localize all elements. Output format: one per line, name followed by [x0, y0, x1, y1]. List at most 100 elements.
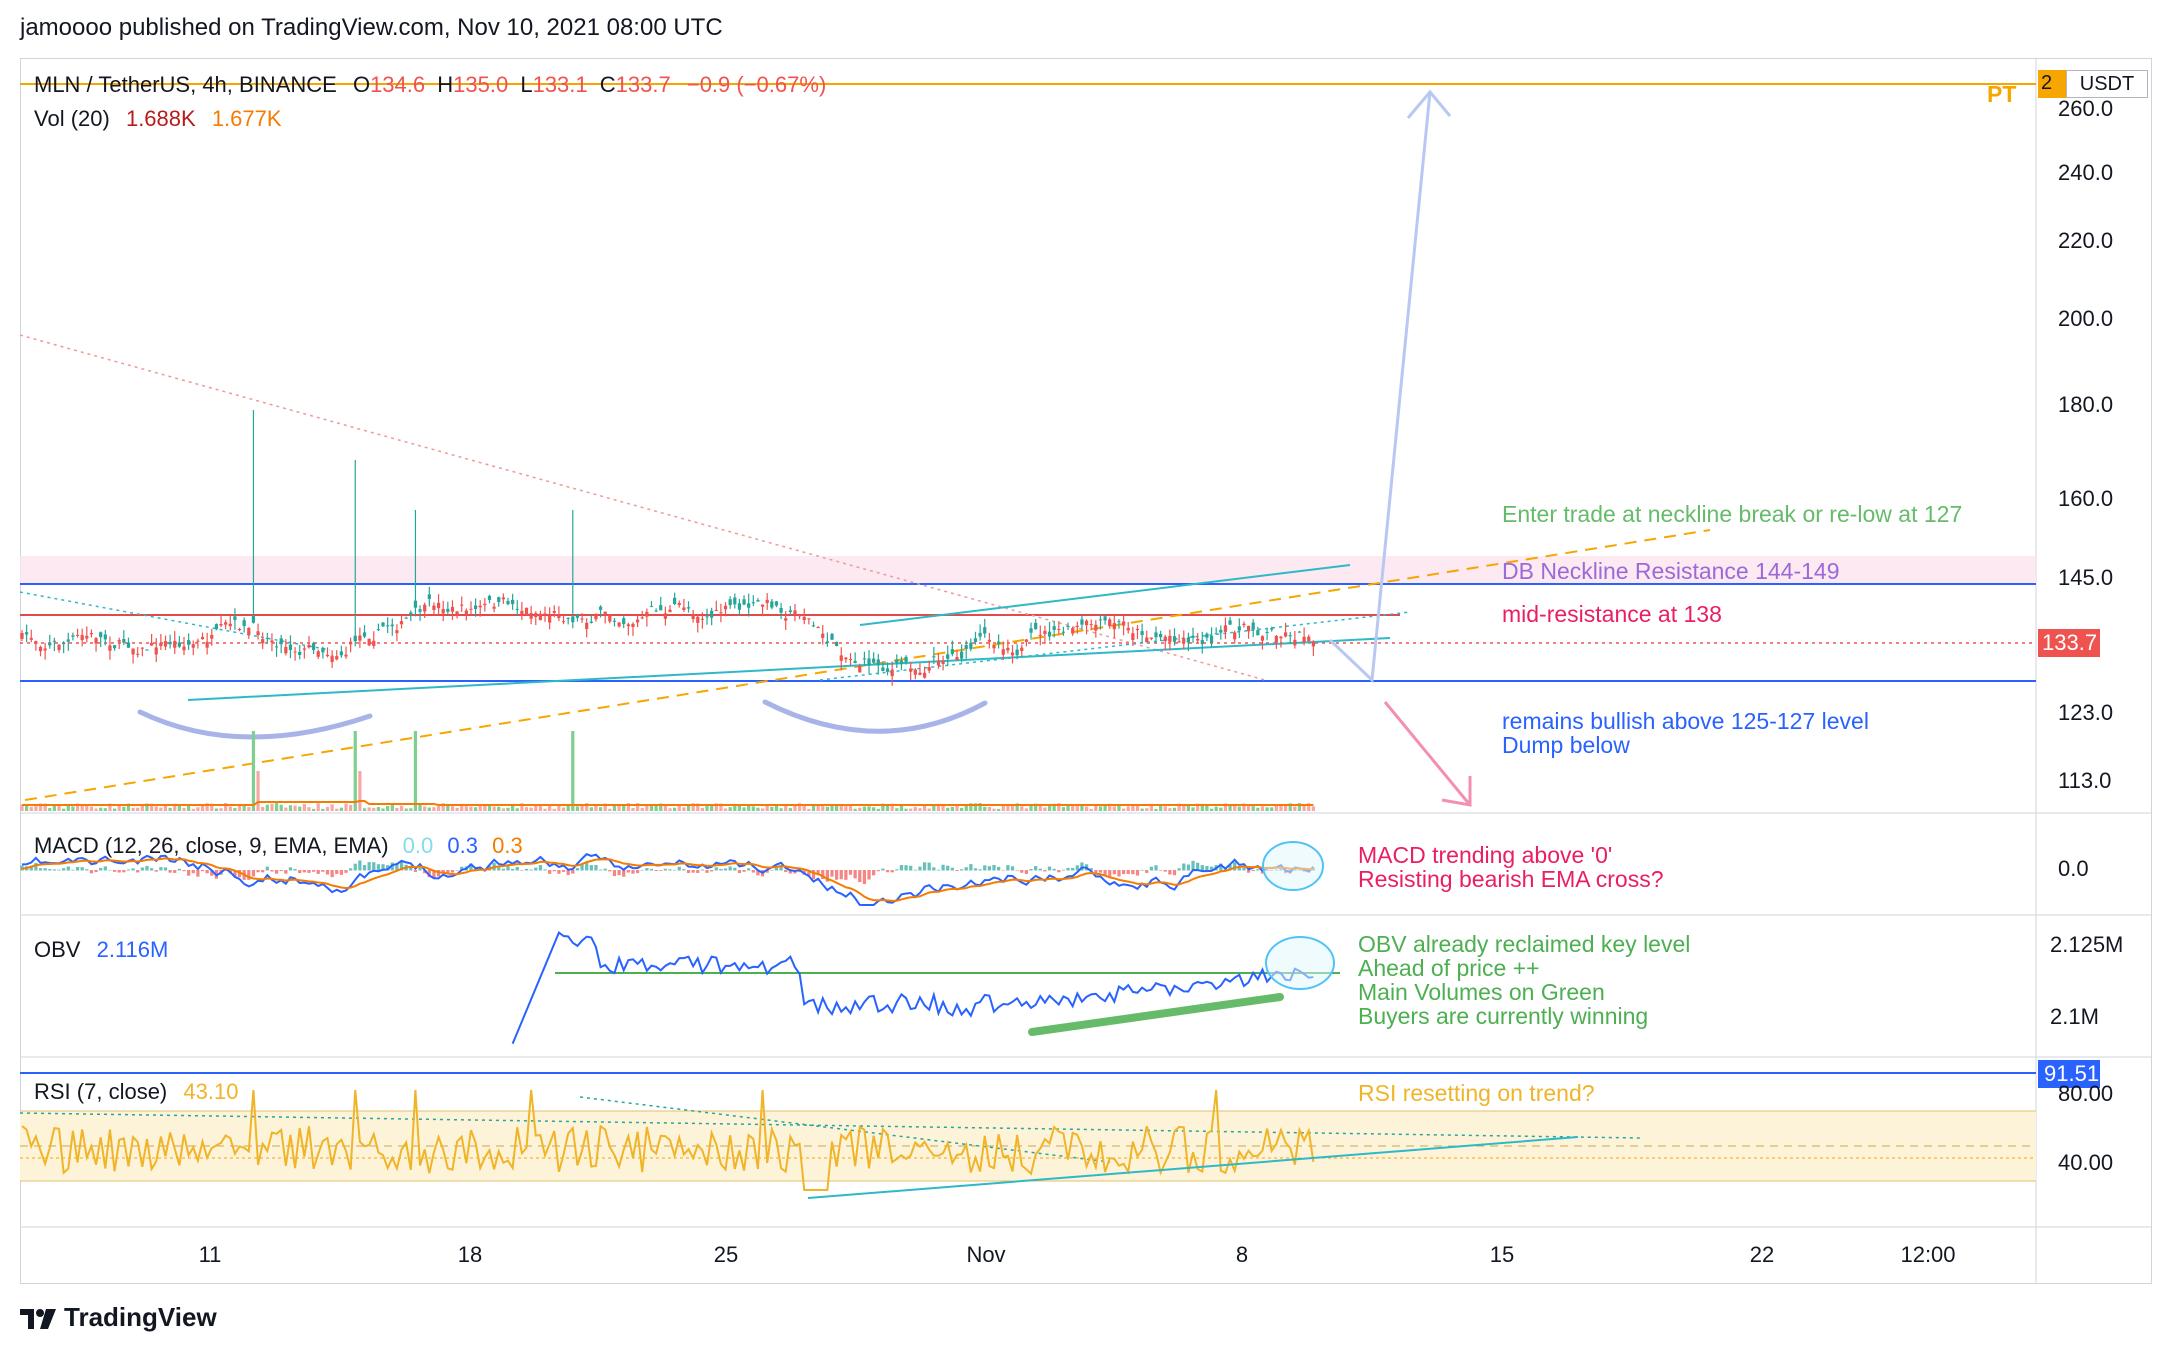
- volume-bar: [302, 804, 306, 811]
- currency-button[interactable]: USDT: [2066, 70, 2148, 98]
- candle-body: [654, 610, 658, 612]
- candle-body: [668, 609, 672, 613]
- macd-histogram-bar: [460, 866, 464, 871]
- candle-body: [154, 647, 158, 655]
- volume-bar: [1297, 803, 1302, 811]
- macd-histogram-bar: [136, 870, 140, 873]
- macd-histogram-bar: [62, 868, 66, 871]
- macd-histogram-bar: [853, 870, 857, 879]
- volume-bar: [284, 807, 288, 811]
- volume-bar: [1307, 803, 1311, 811]
- macd-histogram-bar: [1052, 868, 1056, 871]
- candle-body: [256, 631, 260, 636]
- candle-body: [691, 614, 695, 620]
- candle-body: [1071, 628, 1075, 634]
- volume-bar: [1205, 804, 1209, 811]
- volume-bar: [395, 807, 399, 811]
- volume-bar: [1084, 806, 1089, 811]
- tradingview-logo[interactable]: TradingView: [20, 1302, 217, 1333]
- volume-bar: [927, 808, 931, 811]
- volume-bar: [80, 805, 84, 811]
- candle-body: [1080, 619, 1084, 625]
- macd-histogram-bar: [256, 870, 260, 873]
- volume-bar: [747, 805, 751, 811]
- volume-bar: [1154, 808, 1158, 811]
- volume-bar: [1256, 807, 1260, 811]
- macd-histogram-bar: [261, 870, 265, 873]
- macd-histogram-bar: [418, 867, 422, 871]
- volume-label[interactable]: Vol (20): [34, 106, 110, 131]
- macd-histogram-bar: [543, 869, 547, 871]
- volume-bar: [1089, 808, 1093, 811]
- macd-histogram-bar: [885, 870, 890, 873]
- macd-histogram-bar: [1246, 870, 1251, 873]
- macd-histogram-bar: [635, 870, 640, 874]
- macd-histogram-bar: [1089, 868, 1093, 871]
- low-label: L: [520, 72, 533, 97]
- symbol-label[interactable]: MLN / TetherUS, 4h, BINANCE: [34, 72, 337, 97]
- candle-body: [839, 655, 843, 661]
- candle-body: [747, 603, 751, 608]
- macd-histogram-bar: [1168, 870, 1172, 875]
- volume-bar: [251, 731, 256, 811]
- volume-bar: [75, 803, 80, 811]
- volume-bar: [492, 806, 496, 811]
- volume-bar: [25, 805, 29, 811]
- macd-histogram-bar: [501, 868, 505, 871]
- volume-bar: [177, 806, 181, 811]
- macd-histogram-bar: [288, 867, 293, 871]
- candle-body: [825, 641, 829, 644]
- volume-bar: [797, 803, 802, 811]
- candle-body: [450, 606, 455, 612]
- macd-histogram-bar: [274, 870, 279, 874]
- macd-histogram-bar: [99, 867, 103, 871]
- macd-histogram-bar: [1219, 863, 1223, 871]
- macd-label[interactable]: MACD (12, 26, close, 9, EMA, EMA): [34, 833, 389, 858]
- candle-body: [561, 621, 566, 623]
- macd-histogram-bar: [1010, 866, 1015, 871]
- candle-body: [1001, 649, 1005, 655]
- volume-bar: [200, 804, 205, 811]
- projection-arrowhead-up: [1406, 89, 1452, 119]
- macd-histogram-bar: [1251, 870, 1255, 872]
- macd-histogram-bar: [413, 870, 418, 873]
- volume-bar: [673, 807, 677, 811]
- macd-histogram-bar: [399, 862, 404, 871]
- candle-body: [298, 651, 302, 656]
- macd-histogram-bar: [566, 870, 570, 876]
- macd-value-1: 0.0: [402, 833, 434, 858]
- candle-body: [1121, 621, 1126, 626]
- macd-histogram-bar: [168, 870, 172, 873]
- volume-bar: [413, 731, 418, 811]
- candle-body: [622, 618, 626, 625]
- volume-bar: [159, 807, 163, 811]
- volume-bar: [325, 807, 330, 811]
- obv-note-2: Ahead of price ++: [1358, 955, 1540, 981]
- candle-body: [196, 640, 200, 642]
- candle-body: [1302, 636, 1306, 642]
- candle-body: [149, 642, 154, 646]
- volume-bar: [214, 808, 219, 811]
- neckline-note: DB Neckline Resistance 144-149: [1502, 558, 1840, 584]
- candle-body: [543, 613, 547, 616]
- macd-histogram-bar: [182, 870, 186, 872]
- macd-histogram-bar: [1071, 867, 1075, 871]
- volume-bar: [617, 805, 621, 811]
- volume-bar: [1251, 806, 1255, 811]
- macd-histogram-bar: [1075, 865, 1079, 871]
- rsi-label[interactable]: RSI (7, close): [34, 1079, 168, 1104]
- obv-label[interactable]: OBV: [34, 937, 81, 962]
- candle-body: [566, 617, 570, 619]
- obv-note-3: Main Volumes on Green: [1358, 979, 1605, 1005]
- candle-body: [1196, 638, 1200, 641]
- candle-body: [603, 611, 607, 616]
- candle-body: [811, 625, 816, 627]
- macd-histogram-bar: [881, 868, 885, 871]
- candle-body: [936, 660, 941, 666]
- candle-body: [1098, 619, 1103, 621]
- volume-bar: [733, 804, 737, 811]
- candle-body: [760, 604, 765, 607]
- volume-bar: [293, 805, 297, 811]
- volume-bar: [987, 806, 991, 811]
